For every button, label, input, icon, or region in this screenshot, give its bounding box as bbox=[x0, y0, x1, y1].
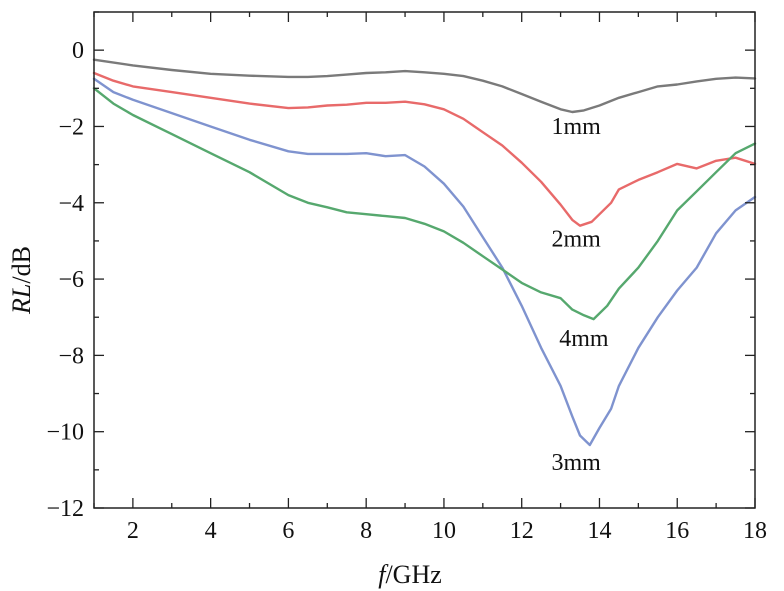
x-tick-label: 8 bbox=[360, 518, 372, 544]
x-axis-title-unit: /GHz bbox=[385, 560, 441, 589]
y-axis-title-symbol: RL bbox=[7, 284, 36, 315]
series-line-2mm bbox=[92, 71, 757, 227]
x-tick-label: 16 bbox=[665, 518, 689, 544]
y-tick-label: 0 bbox=[72, 38, 84, 64]
curve-label-2mm: 2mm bbox=[551, 227, 601, 253]
y-axis-title-unit: /dB bbox=[7, 246, 36, 284]
x-axis-ticks: 2 4 6 8 10 12 14 16 18 bbox=[93, 12, 767, 544]
x-tick-label: 14 bbox=[587, 518, 611, 544]
curve-label-3mm: 3mm bbox=[551, 450, 601, 476]
x-tick-label: 18 bbox=[743, 518, 767, 544]
curve-labels: 1mm 2mm 4mm 3mm bbox=[551, 114, 608, 476]
y-tick-label: −6 bbox=[58, 267, 84, 293]
series-line-1mm bbox=[92, 58, 757, 114]
y-axis-title: RL/dB bbox=[7, 246, 36, 315]
x-tick-label: 2 bbox=[127, 518, 139, 544]
y-tick-label: −8 bbox=[58, 343, 84, 369]
x-tick-label: 10 bbox=[432, 518, 456, 544]
series-line-3mm bbox=[92, 77, 757, 447]
curve-label-4mm: 4mm bbox=[559, 326, 609, 352]
series-line-4mm bbox=[92, 87, 757, 321]
y-axis-ticks: 0 −2 −4 −6 −8 −10 −12 bbox=[46, 11, 755, 522]
y-tick-label: −4 bbox=[58, 191, 84, 217]
x-tick-label: 4 bbox=[205, 518, 217, 544]
x-tick-label: 12 bbox=[510, 518, 534, 544]
plot-frame bbox=[93, 11, 756, 509]
y-tick-label: −2 bbox=[58, 114, 84, 140]
curve-label-1mm: 1mm bbox=[551, 114, 601, 140]
x-axis-title-symbol: f bbox=[378, 560, 389, 589]
x-tick-label: 6 bbox=[282, 518, 294, 544]
y-tick-label: −12 bbox=[46, 496, 84, 522]
y-tick-label: −10 bbox=[46, 420, 84, 446]
x-axis-title: f/GHz bbox=[378, 560, 442, 589]
plot-series bbox=[92, 58, 757, 447]
